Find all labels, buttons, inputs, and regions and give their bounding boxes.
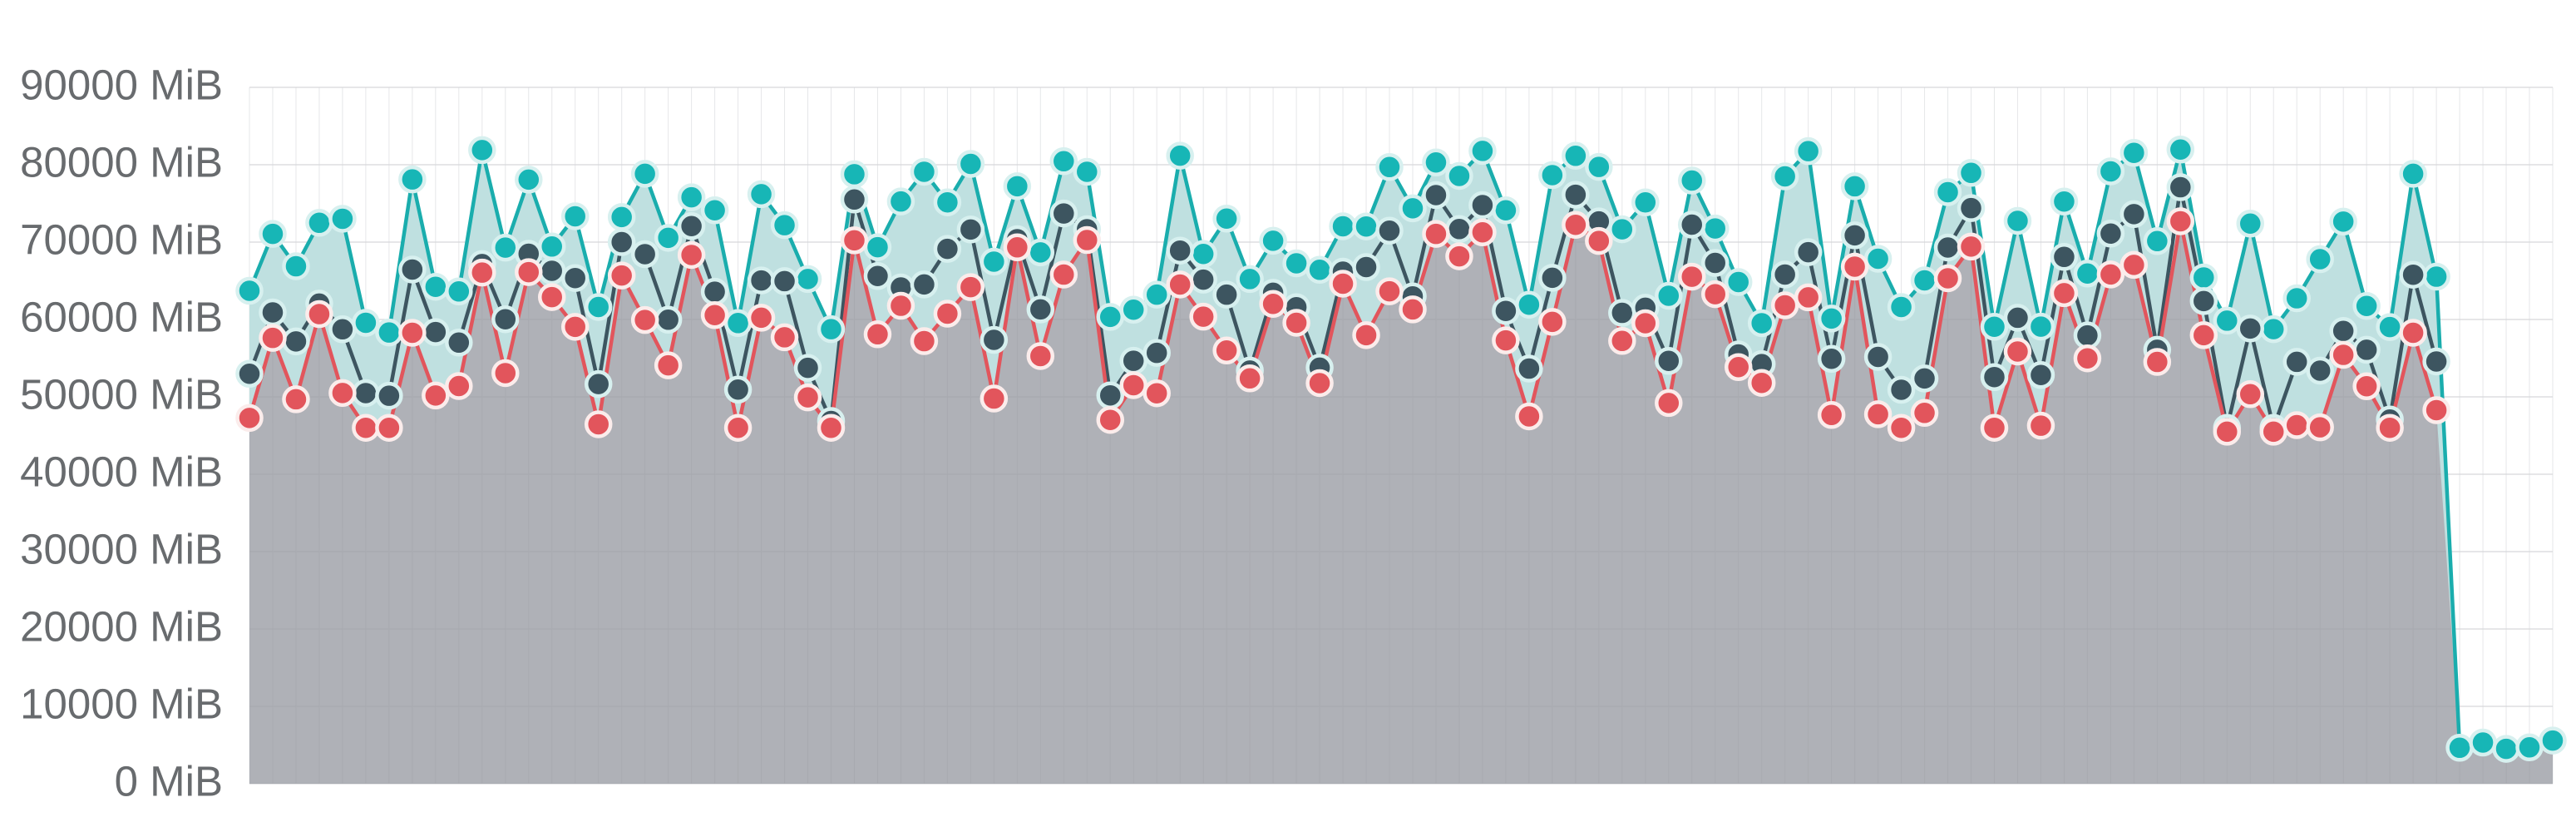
- svg-text:30000 MiB: 30000 MiB: [20, 525, 223, 572]
- svg-text:10000 MiB: 10000 MiB: [20, 680, 223, 727]
- svg-text:70000 MiB: 70000 MiB: [20, 215, 223, 263]
- svg-text:80000 MiB: 80000 MiB: [20, 138, 223, 186]
- svg-text:60000 MiB: 60000 MiB: [20, 293, 223, 340]
- svg-text:0 MiB: 0 MiB: [115, 757, 223, 805]
- svg-text:40000 MiB: 40000 MiB: [20, 448, 223, 495]
- svg-text:20000 MiB: 20000 MiB: [20, 602, 223, 650]
- svg-text:90000 MiB: 90000 MiB: [20, 61, 223, 108]
- svg-text:50000 MiB: 50000 MiB: [20, 370, 223, 418]
